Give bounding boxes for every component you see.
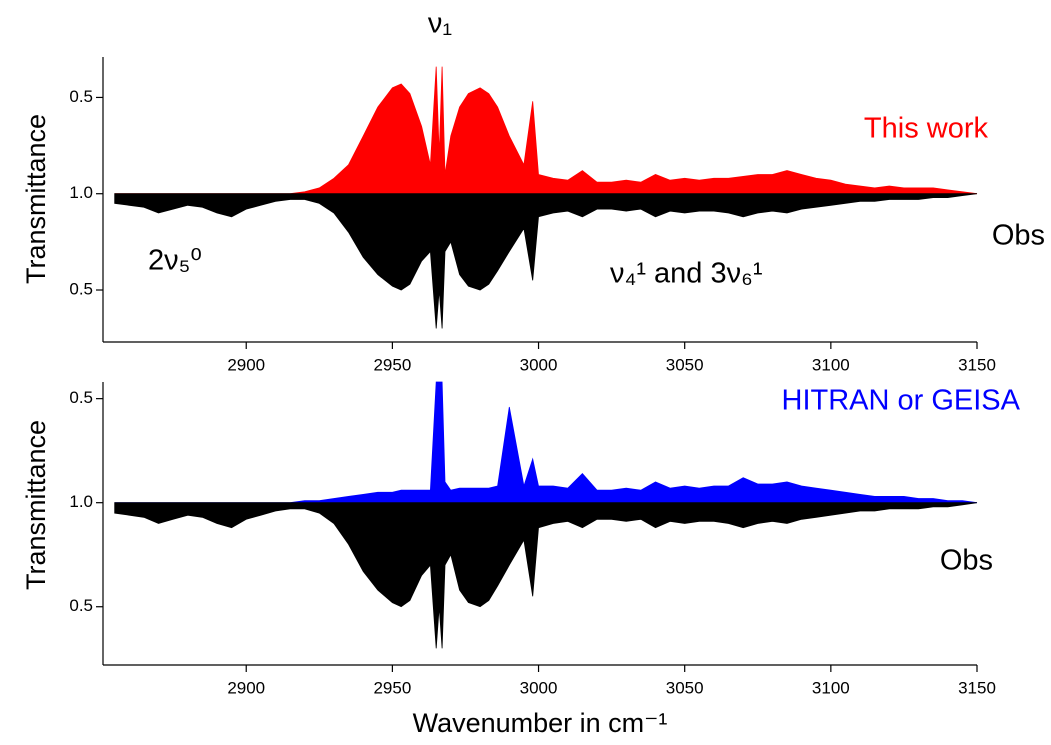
x-tick-label: 3050 — [666, 678, 704, 697]
y-tick-label: 0.5 — [69, 388, 93, 407]
x-tick-label: 2900 — [227, 678, 265, 697]
y-axis-label: Transmittance — [21, 420, 51, 590]
y-tick-label: 1.0 — [69, 183, 93, 202]
x-tick-label: 3150 — [958, 355, 996, 374]
spectrum-area — [114, 193, 978, 329]
y-tick-label: 0.5 — [69, 279, 93, 298]
y-tick-label: 1.0 — [69, 492, 93, 511]
x-tick-label: 3100 — [812, 678, 850, 697]
spectrum-area — [114, 502, 978, 649]
x-tick-label: 2950 — [373, 355, 411, 374]
x-tick-label: 2950 — [373, 678, 411, 697]
series-label: HITRAN or GEISA — [782, 385, 1021, 417]
annotation: ν₄¹ and 3ν₆¹ — [610, 258, 763, 290]
y-tick-label: 0.5 — [69, 596, 93, 615]
x-axis-label: Wavenumber in cm⁻¹ — [413, 708, 668, 738]
series-label: Obs — [940, 545, 993, 577]
x-tick-label: 3000 — [520, 678, 558, 697]
x-tick-label: 3150 — [958, 678, 996, 697]
x-tick-label: 3100 — [812, 355, 850, 374]
annotation: 2ν₅⁰ — [148, 245, 202, 277]
y-axis-label: Transmittance — [21, 114, 51, 284]
x-tick-label: 3050 — [666, 355, 704, 374]
spectrum-area — [114, 66, 978, 195]
series-label: Obs — [992, 220, 1045, 252]
annotation: ν₁ — [428, 8, 453, 40]
series-label: This work — [864, 113, 989, 145]
y-tick-label: 0.5 — [69, 87, 93, 106]
x-tick-label: 3000 — [520, 355, 558, 374]
x-tick-label: 2900 — [227, 355, 265, 374]
